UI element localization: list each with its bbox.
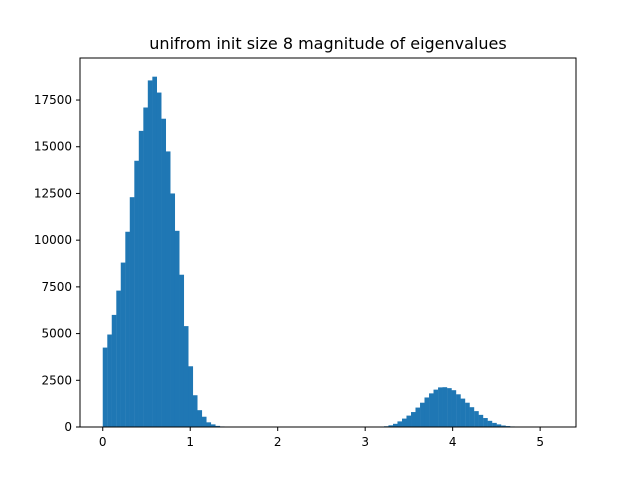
histogram-bar xyxy=(103,348,108,427)
x-tick-label: 4 xyxy=(449,435,457,449)
histogram-bar xyxy=(420,403,425,427)
histogram-bar xyxy=(112,315,117,427)
histogram-bar xyxy=(202,417,207,427)
histogram-bar xyxy=(470,407,475,427)
y-axis-ticks: 0 2500 5000 7500 10000 12500 15000 17500 xyxy=(34,93,80,434)
histogram-bars xyxy=(103,77,551,427)
histogram-bar xyxy=(152,77,157,427)
histogram-bar xyxy=(139,131,144,427)
histogram-bar xyxy=(397,421,402,427)
chart-title: unifrom init size 8 magnitude of eigenva… xyxy=(149,34,506,53)
histogram-bar xyxy=(166,151,171,427)
histogram-bar xyxy=(447,388,452,427)
histogram-bar xyxy=(175,231,180,427)
histogram-bar xyxy=(406,416,411,427)
y-tick-label: 5000 xyxy=(41,327,72,341)
histogram-bar xyxy=(188,366,193,427)
histogram-bar xyxy=(143,108,148,427)
x-tick-label: 2 xyxy=(274,435,282,449)
histogram-bar xyxy=(456,394,461,427)
histogram-bar xyxy=(179,275,184,427)
histogram-bar xyxy=(479,415,484,427)
histogram-bar xyxy=(197,410,202,427)
y-tick-label: 0 xyxy=(64,420,72,434)
histogram-bar xyxy=(206,422,211,427)
histogram-bar xyxy=(443,387,448,427)
histogram-bar xyxy=(107,335,112,427)
y-tick-label: 10000 xyxy=(34,233,72,247)
histogram-bar xyxy=(157,93,162,427)
x-axis-ticks: 0 1 2 3 4 5 xyxy=(99,427,544,449)
y-tick-label: 15000 xyxy=(34,140,72,154)
y-tick-label: 7500 xyxy=(41,280,72,294)
histogram-bar xyxy=(125,232,130,427)
histogram-bar xyxy=(130,197,135,427)
histogram-bar xyxy=(492,423,497,427)
histogram-bar xyxy=(170,193,175,427)
histogram-bar xyxy=(488,421,493,427)
histogram-bar xyxy=(148,80,153,427)
x-tick-label: 0 xyxy=(99,435,107,449)
histogram-bar xyxy=(438,387,443,427)
histogram-bar xyxy=(121,263,126,427)
histogram-bar xyxy=(184,326,189,427)
histogram-bar xyxy=(483,418,488,427)
histogram-bar xyxy=(402,419,407,427)
x-tick-label: 3 xyxy=(361,435,369,449)
histogram-bar xyxy=(465,403,470,427)
histogram-bar xyxy=(411,412,416,427)
histogram-bar xyxy=(134,161,139,427)
histogram-bar xyxy=(161,119,166,427)
histogram-bar xyxy=(474,411,479,427)
histogram-bar xyxy=(116,291,121,427)
y-tick-label: 17500 xyxy=(34,93,72,107)
y-tick-label: 2500 xyxy=(41,373,72,387)
x-tick-label: 5 xyxy=(536,435,544,449)
x-tick-label: 1 xyxy=(186,435,194,449)
histogram-bar xyxy=(424,397,429,427)
histogram-bar xyxy=(452,390,457,427)
histogram-bar xyxy=(461,399,466,427)
y-tick-label: 12500 xyxy=(34,186,72,200)
histogram-bar xyxy=(193,395,198,427)
histogram-bar xyxy=(429,393,434,427)
histogram-bar xyxy=(415,408,420,427)
histogram-bar xyxy=(434,390,439,427)
